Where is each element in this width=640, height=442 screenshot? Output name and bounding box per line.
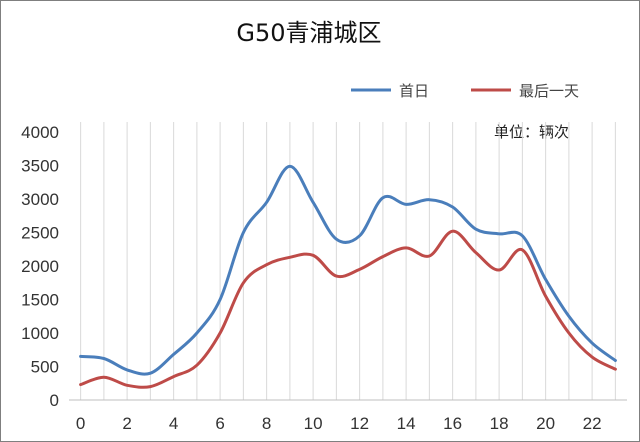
y-tick-label: 3500	[21, 157, 59, 176]
x-tick-label: 6	[215, 414, 224, 433]
axes: 0 500 1000 1500 2000 2500 3000 3500 4000 0 2 4 6 8 10 1…	[21, 123, 627, 433]
x-tick-label: 2	[122, 414, 131, 433]
x-tick-label: 20	[536, 414, 555, 433]
x-tick-label: 12	[350, 414, 369, 433]
y-tick-label: 2500	[21, 224, 59, 243]
x-tick-label: 8	[262, 414, 271, 433]
y-tick-label: 4000	[21, 123, 59, 142]
x-tick-label: 18	[490, 414, 509, 433]
y-tick-label: 1000	[21, 324, 59, 343]
y-tick-label: 3000	[21, 190, 59, 209]
unit-label: 单位：辆次	[494, 123, 569, 141]
legend-label: 首日	[399, 82, 429, 100]
chart-title: G50青浦城区	[236, 19, 381, 47]
grid-lines	[80, 122, 616, 400]
x-tick-label: 0	[76, 414, 85, 433]
y-tick-label: 500	[31, 358, 59, 377]
x-tick-label: 10	[304, 414, 323, 433]
series-line-1	[79, 229, 617, 389]
legend-label: 最后一天	[519, 82, 579, 100]
x-tick-label: 14	[397, 414, 416, 433]
y-tick-label: 1500	[21, 291, 59, 310]
series-lines	[79, 164, 617, 389]
y-tick-label: 0	[50, 391, 59, 410]
x-tick-label: 16	[443, 414, 462, 433]
y-tick-label: 2000	[21, 257, 59, 276]
x-tick-label: 4	[169, 414, 178, 433]
series-line-0	[79, 164, 617, 376]
legend: 首日 最后一天	[351, 82, 579, 100]
x-tick-label: 22	[583, 414, 602, 433]
